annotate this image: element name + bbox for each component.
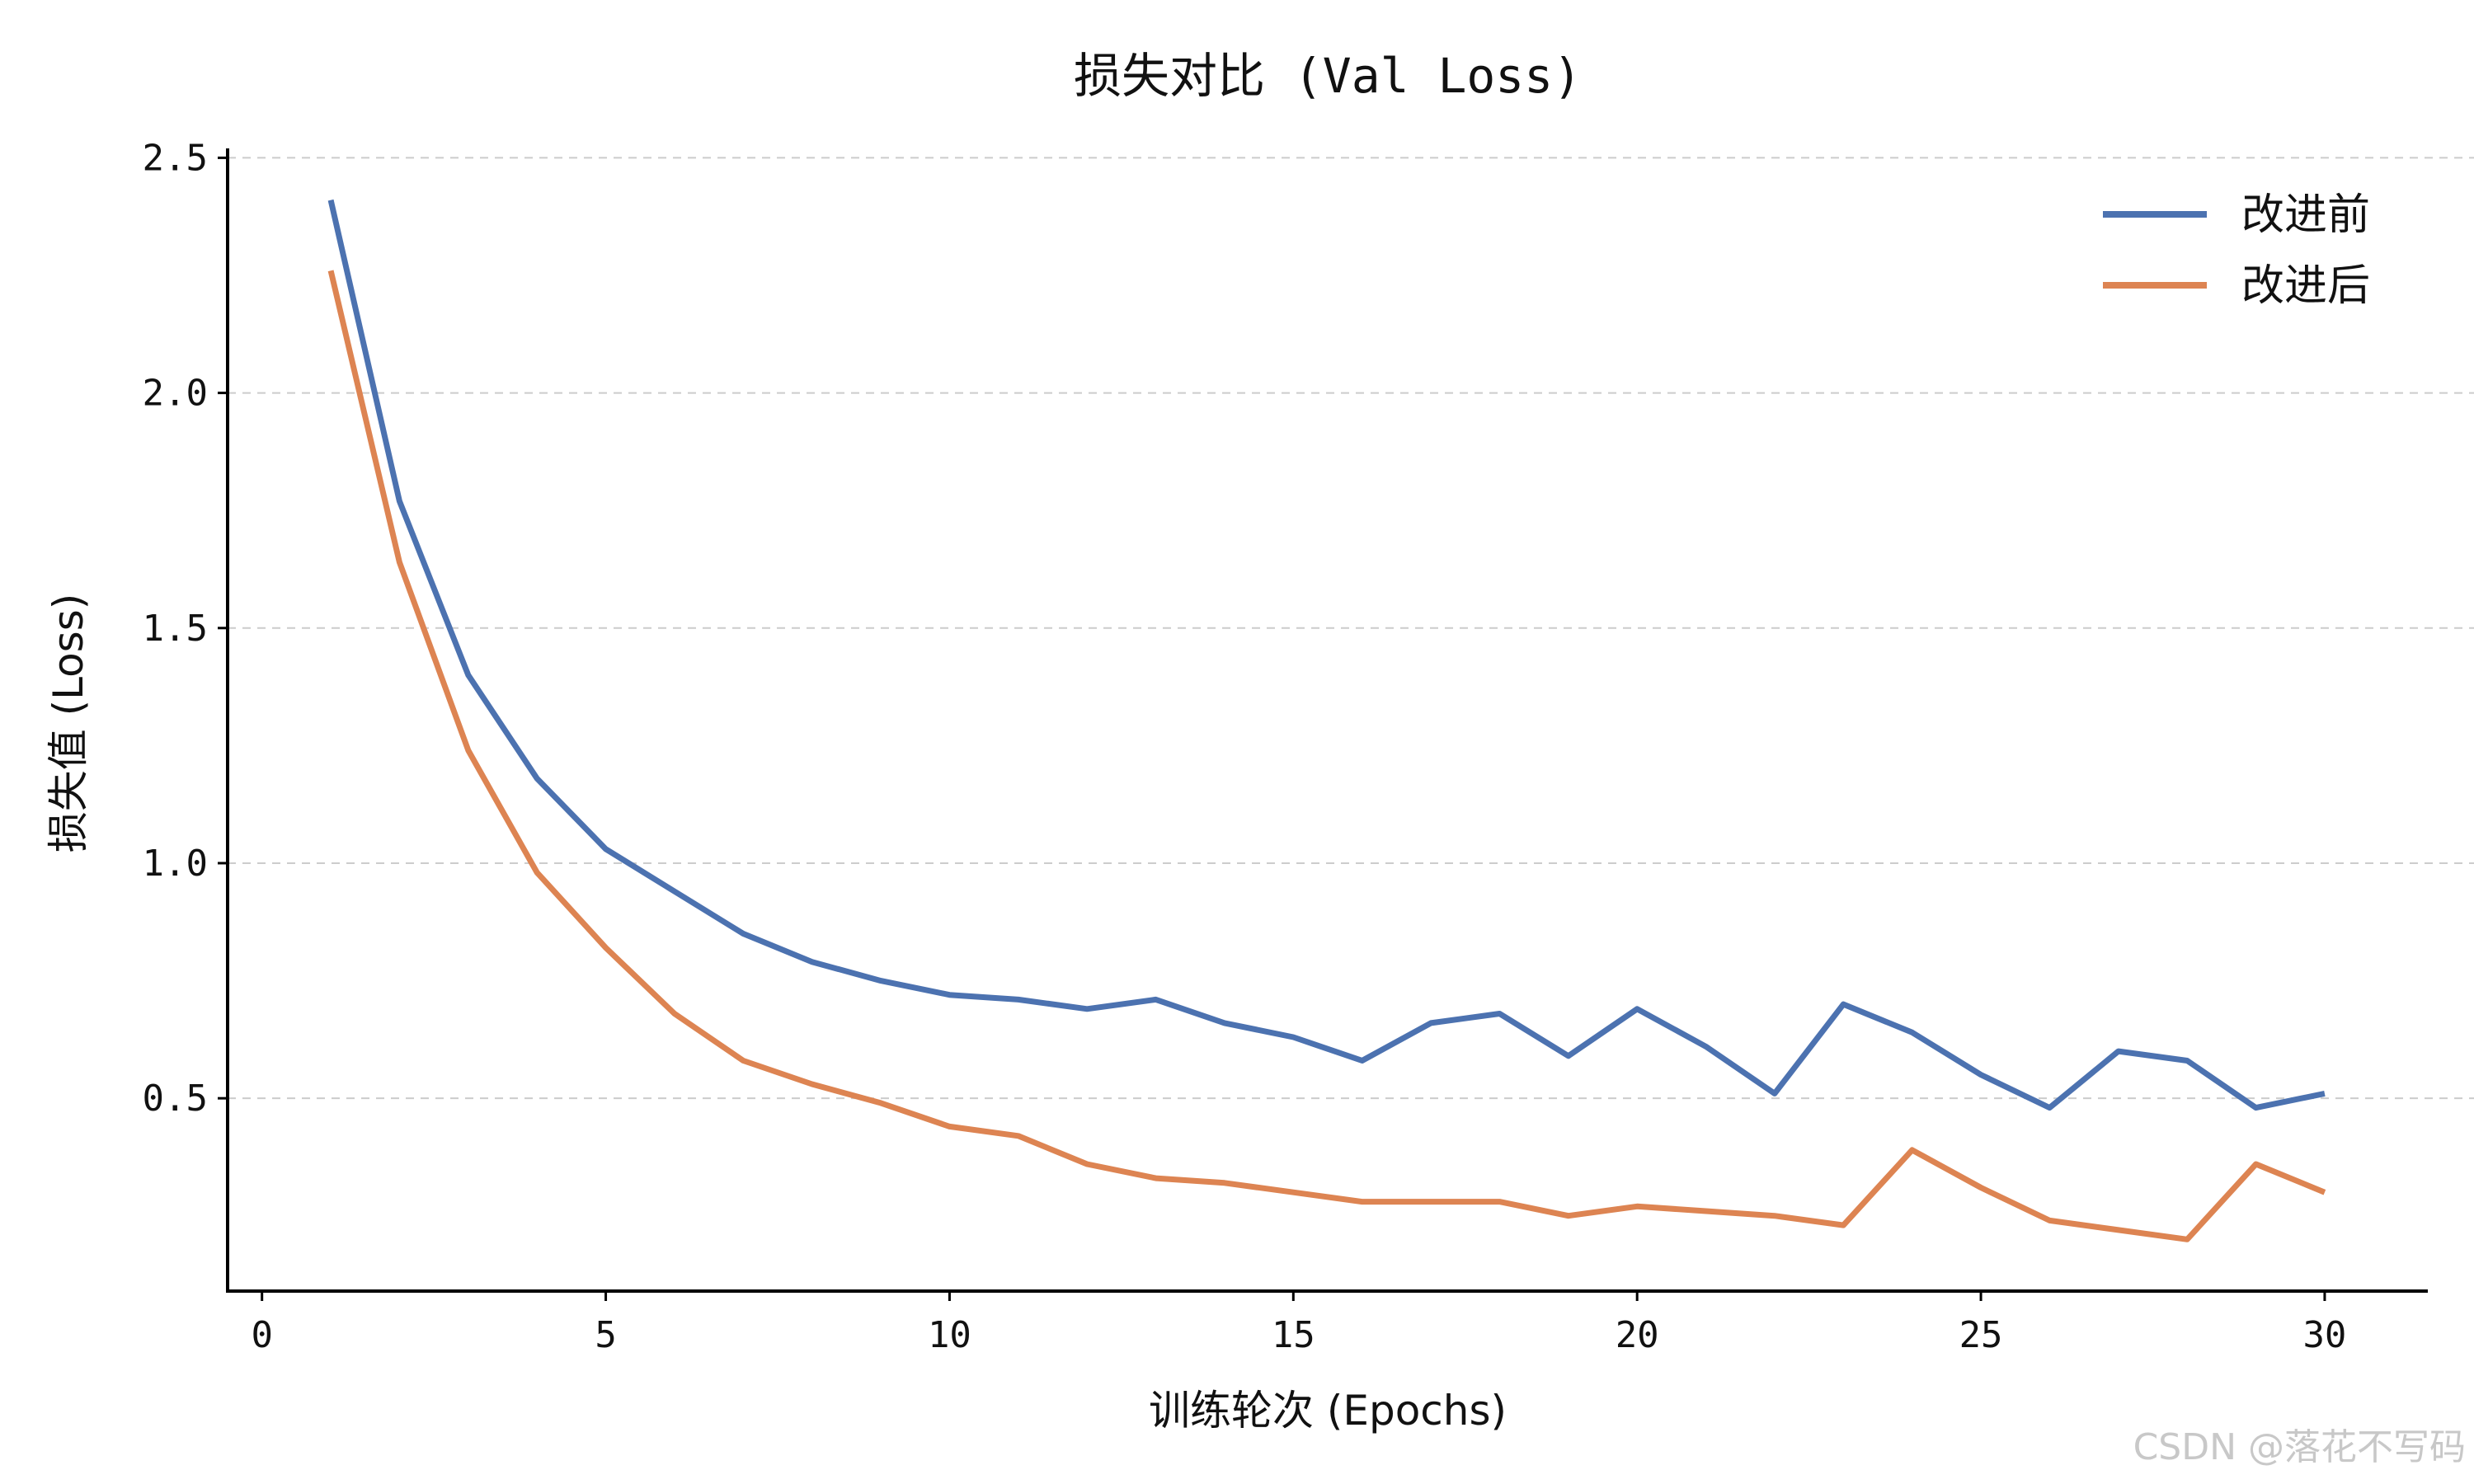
series-line-2 <box>327 270 2326 1242</box>
series-line-1 <box>327 199 2326 1111</box>
y-tick-label-4: 2.5 <box>143 137 208 179</box>
y-tick-label-0: 0.5 <box>143 1078 208 1120</box>
y-tick-label-3: 2.0 <box>143 373 208 415</box>
x-axis-label: 训练轮次 (Epochs) <box>1149 1387 1507 1435</box>
legend-label-2: 改进后 <box>2241 261 2370 311</box>
x-tick-label-2: 10 <box>928 1314 971 1356</box>
x-tick-label-5: 25 <box>1959 1314 2003 1356</box>
x-tick-label-3: 15 <box>1272 1314 1315 1356</box>
chart-title: 损失对比 (Val Loss) <box>1074 48 1582 104</box>
watermark-text: CSDN @落花不写码 <box>2133 1426 2466 1468</box>
y-tick-label-1: 1.0 <box>143 843 208 885</box>
x-tick-label-0: 0 <box>251 1314 273 1356</box>
y-axis-ticks: 0.5 1.0 1.5 2.0 2.5 <box>143 137 228 1120</box>
x-tick-label-1: 5 <box>595 1314 617 1356</box>
y-tick-label-2: 1.5 <box>143 608 208 650</box>
legend-label-1: 改进前 <box>2241 190 2370 240</box>
x-axis-ticks: 0 5 10 15 20 25 30 <box>251 1291 2346 1356</box>
x-tick-label-4: 20 <box>1616 1314 1659 1356</box>
plot-series <box>327 199 2326 1242</box>
x-tick-label-6: 30 <box>2302 1314 2346 1356</box>
grid-lines <box>228 157 2474 1100</box>
y-axis-label: 损失值 (Loss) <box>45 594 92 853</box>
